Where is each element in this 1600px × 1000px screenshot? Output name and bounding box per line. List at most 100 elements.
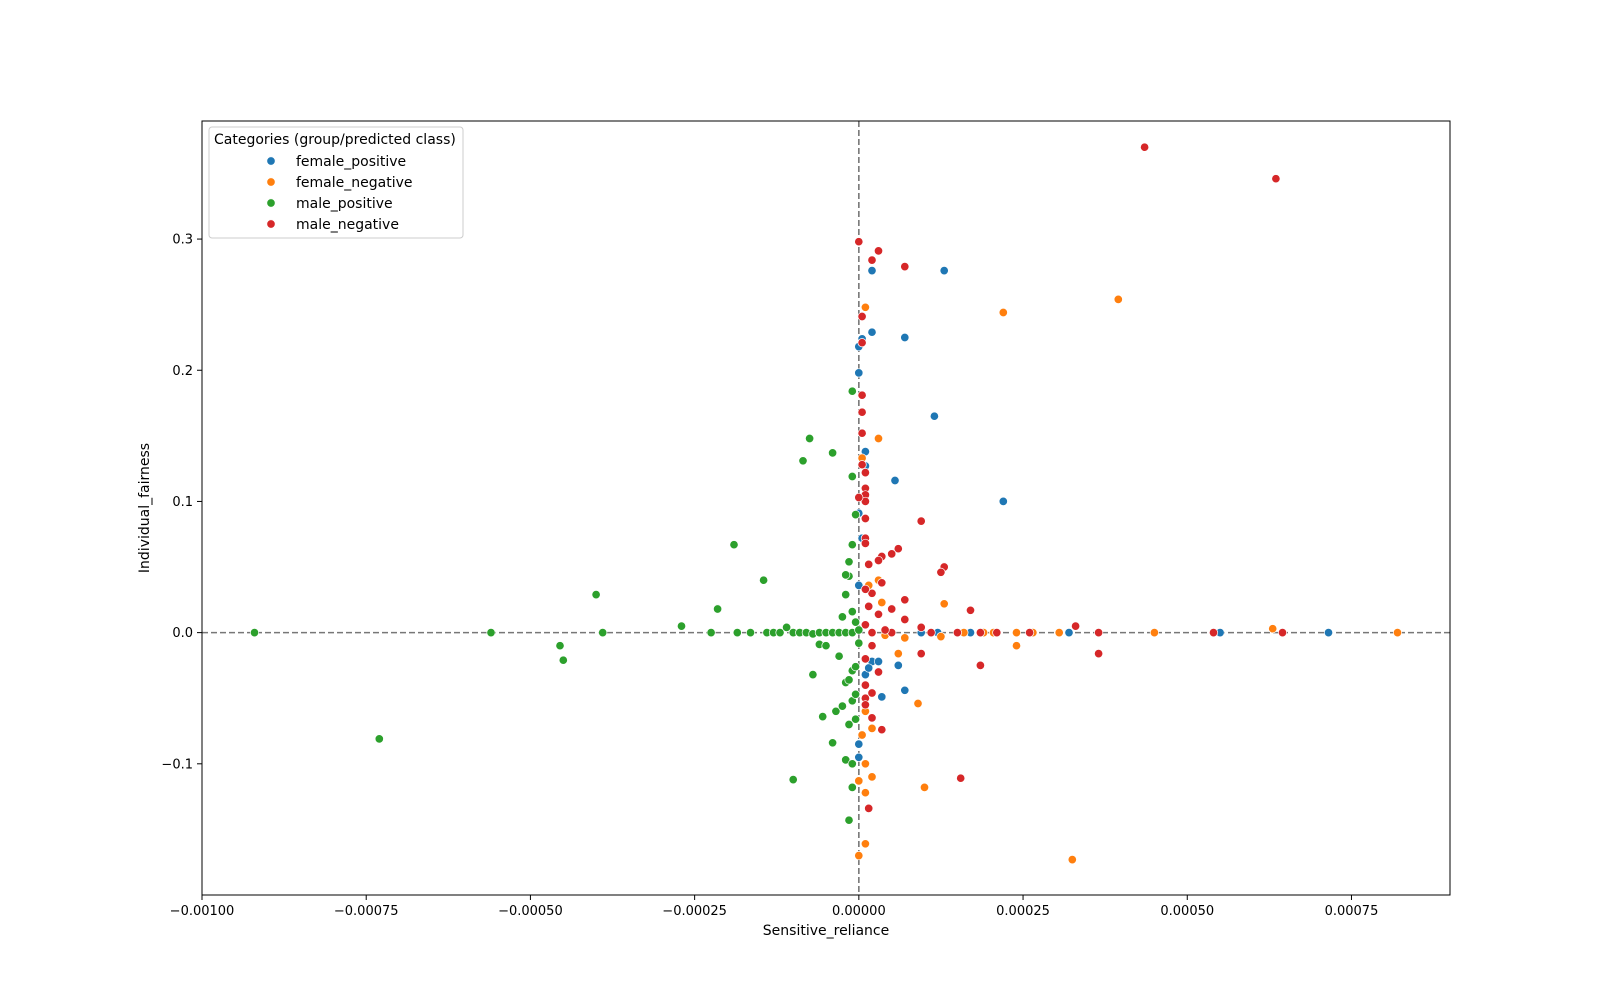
data-point	[1067, 855, 1077, 865]
y-axis-label: Individual_fairness	[137, 443, 153, 573]
data-point	[900, 685, 910, 695]
data-point	[1094, 628, 1104, 638]
data-point	[818, 712, 828, 722]
data-point	[900, 614, 910, 625]
data-point	[873, 246, 884, 256]
data-point	[847, 471, 857, 482]
data-point	[1149, 628, 1159, 638]
data-point	[775, 628, 785, 638]
x-tick-label: −0.00050	[498, 904, 563, 919]
legend-marker	[266, 198, 276, 208]
data-point	[998, 307, 1008, 318]
legend-marker	[266, 219, 276, 229]
x-axis: −0.00100 −0.00075 −0.00050 −0.00025 0.00000 0…	[170, 895, 1379, 919]
data-point	[854, 851, 864, 861]
data-point	[851, 510, 861, 520]
data-point	[837, 701, 847, 711]
series-female_positive	[854, 266, 1334, 762]
data-point	[854, 752, 864, 762]
data-point	[893, 649, 903, 659]
data-point	[873, 433, 884, 444]
data-point	[857, 407, 867, 417]
data-point	[873, 667, 884, 677]
data-point	[860, 788, 870, 798]
data-point	[864, 663, 874, 673]
data-point	[828, 738, 838, 748]
data-point	[854, 739, 864, 749]
data-point	[555, 641, 565, 651]
data-point	[841, 570, 851, 580]
data-point	[900, 633, 910, 643]
data-point	[877, 597, 887, 608]
data-point	[374, 734, 384, 744]
data-point	[847, 759, 857, 769]
data-point	[821, 641, 831, 651]
data-point	[893, 544, 903, 554]
data-point	[867, 266, 877, 276]
series-male_negative	[854, 142, 1288, 813]
data-point	[854, 580, 864, 590]
data-point	[929, 411, 939, 421]
x-tick-label: 0.00000	[832, 904, 886, 919]
data-point	[1113, 294, 1123, 304]
data-point	[860, 759, 870, 769]
data-point	[805, 433, 815, 444]
data-point	[1011, 628, 1022, 638]
data-point	[965, 605, 976, 615]
x-tick-label: 0.00075	[1325, 904, 1379, 919]
legend-item-female_positive: female_positive	[266, 154, 406, 170]
data-point	[887, 604, 897, 614]
data-point	[916, 622, 926, 632]
data-point	[867, 723, 877, 733]
data-point	[841, 755, 851, 765]
data-point	[936, 632, 946, 642]
y-tick-label: 0.1	[172, 495, 193, 510]
data-point	[952, 628, 962, 638]
data-point	[857, 311, 867, 322]
data-point	[916, 516, 926, 526]
y-tick-label: −0.1	[161, 757, 193, 772]
data-point	[798, 456, 808, 466]
data-point	[873, 609, 884, 619]
legend-label: female_positive	[296, 154, 406, 170]
data-point	[860, 584, 870, 594]
data-point	[759, 575, 769, 585]
data-point	[936, 567, 946, 577]
data-point	[1071, 621, 1081, 631]
data-point	[864, 803, 874, 813]
data-point	[841, 590, 851, 600]
x-axis-label: Sensitive_reliance	[763, 923, 889, 939]
y-axis: −0.1 0.0 0.1 0.2 0.3	[161, 233, 202, 772]
data-point	[956, 773, 966, 783]
data-point	[706, 628, 716, 638]
x-tick-label: −0.00100	[170, 904, 235, 919]
data-point	[913, 698, 923, 709]
plot-frame	[201, 120, 1451, 896]
data-point	[975, 660, 985, 670]
data-point	[1094, 649, 1104, 659]
data-point	[1208, 628, 1219, 638]
data-point	[854, 638, 864, 648]
data-point	[916, 649, 926, 659]
data-point	[926, 628, 936, 638]
data-point	[867, 713, 877, 723]
data-point	[844, 815, 854, 825]
data-point	[887, 549, 897, 559]
data-point	[1054, 628, 1064, 638]
data-point	[860, 700, 870, 710]
data-point	[844, 557, 854, 567]
data-point	[1268, 624, 1278, 634]
data-point	[867, 327, 877, 337]
data-point	[900, 262, 910, 272]
data-point	[831, 706, 841, 716]
data-point	[854, 776, 864, 786]
data-point	[857, 390, 867, 400]
data-point	[860, 538, 870, 548]
data-point	[1064, 628, 1074, 638]
data-point	[1392, 628, 1403, 638]
data-point	[873, 656, 884, 667]
data-point	[857, 428, 867, 438]
data-point	[860, 513, 870, 524]
data-point	[860, 496, 870, 506]
data-point	[844, 719, 854, 730]
